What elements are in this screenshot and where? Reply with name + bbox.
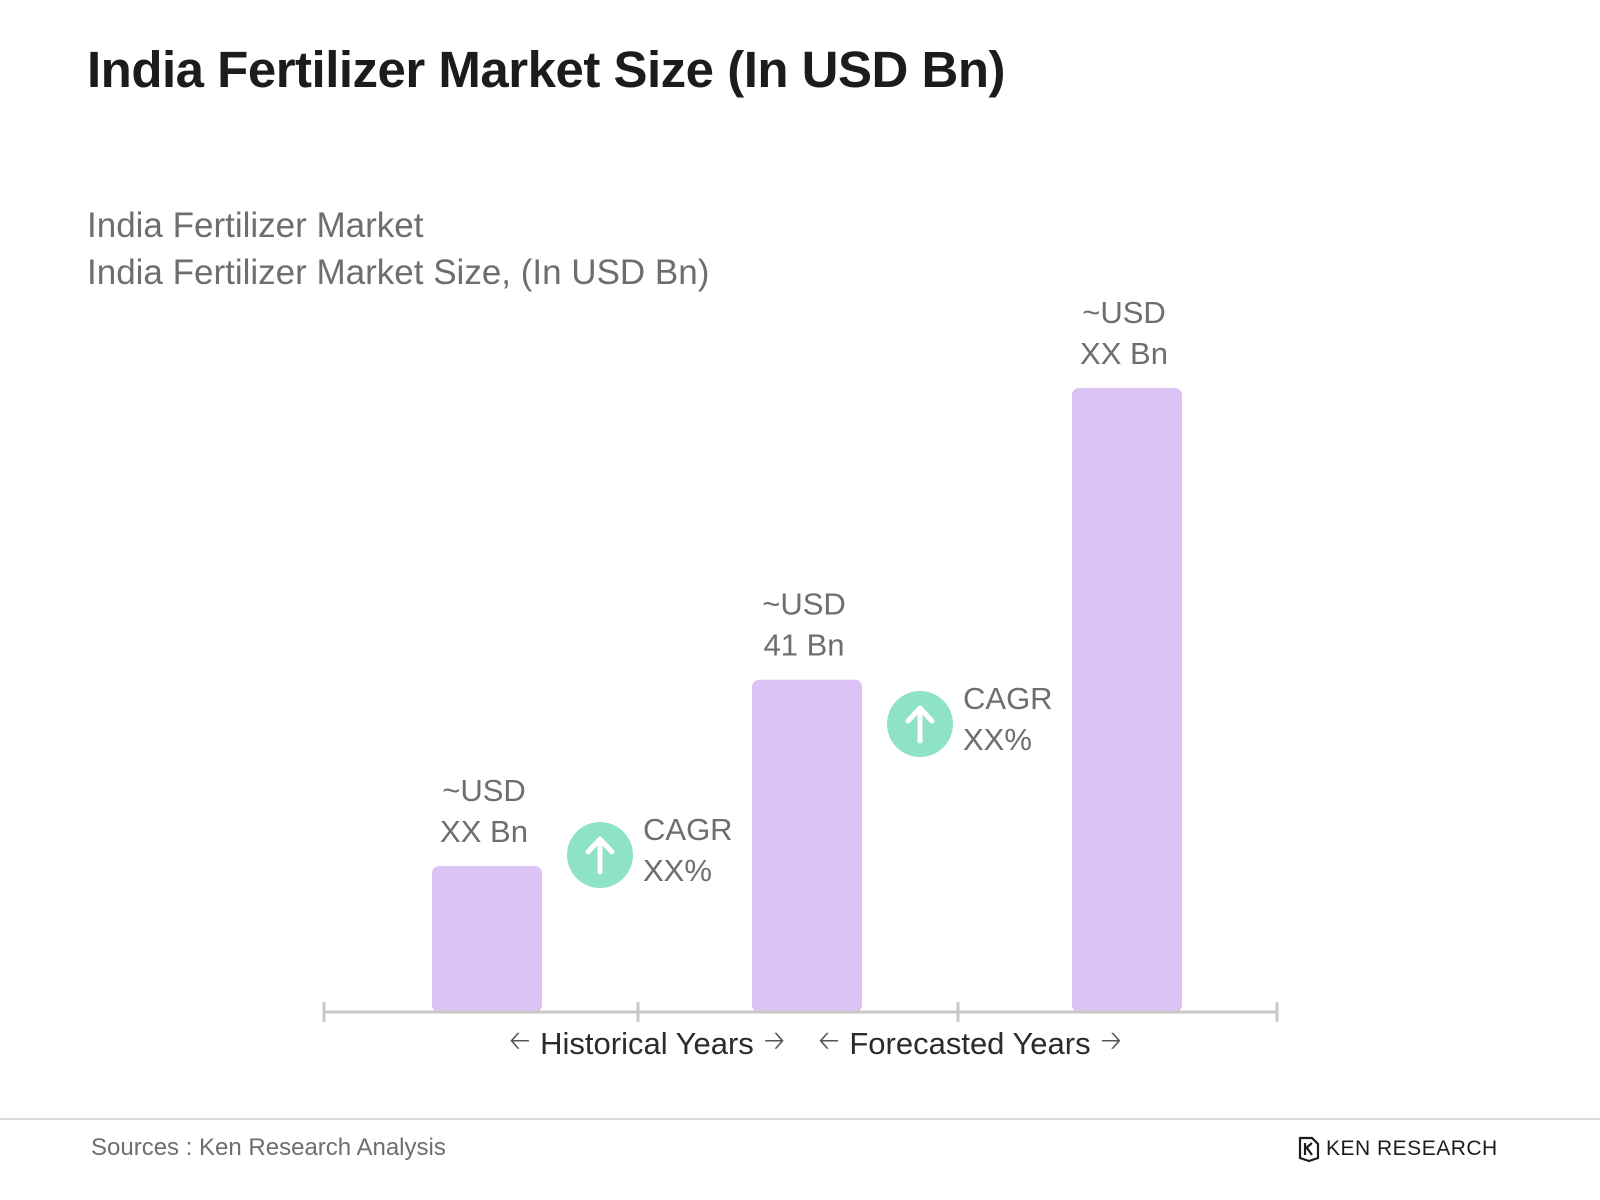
source-note: Sources : Ken Research Analysis <box>91 1134 446 1161</box>
brand-logo: KEN RESEARCH <box>1298 1136 1498 1162</box>
historical-years-label: 🡠 Historical Years 🡢 <box>509 1022 785 1066</box>
cagr-value: XX% <box>963 722 1032 757</box>
bar <box>752 679 862 1012</box>
bar-value-label: XX Bn <box>440 814 528 849</box>
arrow-right-icon: 🡢 <box>1100 1025 1122 1055</box>
footer-divider <box>0 1118 1600 1120</box>
cagr-label: CAGR <box>643 812 733 847</box>
bar-value-label: ~USD <box>442 773 526 808</box>
chart-title: India Fertilizer Market Size (In USD Bn) <box>87 41 1006 98</box>
ken-research-logo-icon <box>1298 1136 1320 1162</box>
historical-years-text: Historical Years <box>540 1026 754 1061</box>
bar-value-label: ~USD <box>762 587 846 622</box>
arrow-up-icon-glyph <box>585 836 615 875</box>
bar <box>1072 388 1182 1012</box>
bar <box>432 866 542 1012</box>
cagr-label: CAGR <box>963 681 1053 716</box>
cagr-value: XX% <box>643 853 712 888</box>
arrow-left-icon: 🡠 <box>509 1025 531 1055</box>
brand-name: KEN RESEARCH <box>1326 1137 1498 1160</box>
bar-value-label: XX Bn <box>1080 336 1168 371</box>
bar-value-label: ~USD <box>1082 295 1166 330</box>
arrow-right-icon: 🡢 <box>763 1025 785 1055</box>
forecasted-years-text: Forecasted Years <box>849 1026 1091 1061</box>
chart-subtitle-units: India Fertilizer Market Size, (In USD Bn… <box>87 253 710 292</box>
chart-subtitle: India Fertilizer Market <box>87 206 424 245</box>
forecasted-years-label: 🡠 Forecasted Years 🡢 <box>818 1022 1121 1066</box>
bar-value-label: 41 Bn <box>763 628 844 663</box>
arrow-left-icon: 🡠 <box>818 1025 840 1055</box>
arrow-up-icon-glyph <box>905 705 935 744</box>
